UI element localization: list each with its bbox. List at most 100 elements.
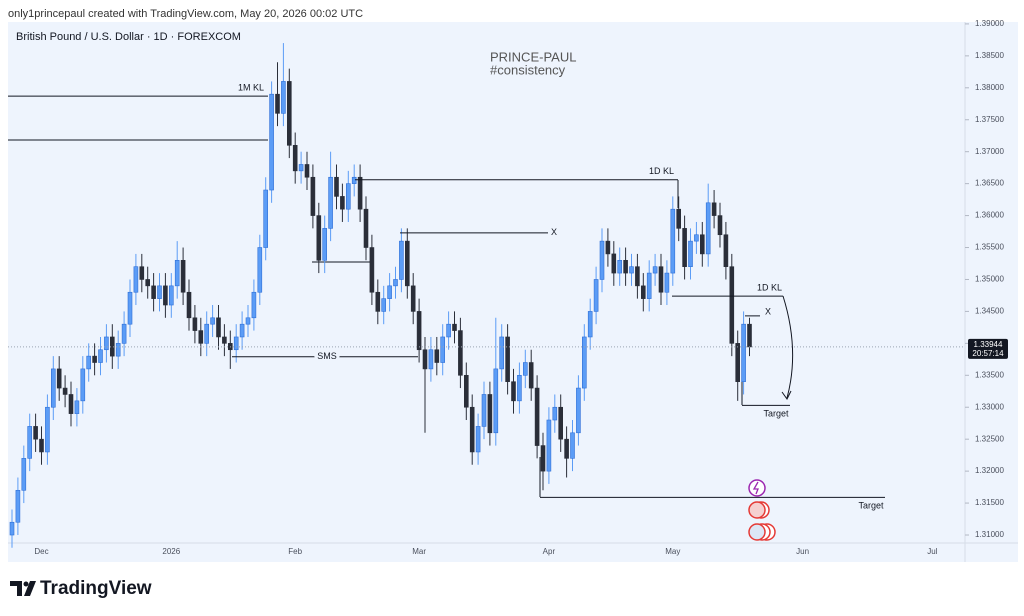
candle-body: [304, 164, 310, 178]
brand: TradingView: [40, 578, 152, 599]
level-label: 1D KL: [757, 282, 782, 292]
candle-body: [169, 285, 174, 306]
candle-body: [292, 145, 298, 172]
candle-body: [115, 343, 121, 357]
candle-body: [127, 291, 133, 325]
y-tick-label: 1.34500: [975, 307, 1004, 316]
candle-body: [393, 279, 398, 287]
candle-body: [222, 336, 227, 344]
candle-body: [458, 330, 463, 376]
candle-body: [711, 202, 717, 216]
logo-mark: [10, 581, 22, 596]
candle-body: [86, 355, 91, 370]
candle-body: [570, 432, 575, 459]
candle-body: [139, 266, 145, 280]
candle-body: [487, 394, 493, 434]
candle-body: [599, 240, 605, 280]
candle-body: [80, 368, 86, 402]
candle-body: [74, 400, 80, 414]
candle-body: [705, 202, 711, 255]
y-tick-label: 1.31000: [975, 530, 1004, 539]
watermark: PRINCE-PAUL: [490, 49, 576, 64]
candle-body: [204, 323, 209, 344]
candle-body: [404, 240, 410, 287]
last-price-box: [968, 338, 1008, 359]
level-label: Target: [858, 501, 884, 511]
candle-body: [735, 343, 741, 382]
candle-body: [145, 279, 150, 287]
candle-body: [316, 215, 322, 261]
candle-body: [27, 426, 33, 459]
y-tick-label: 1.36000: [975, 211, 1004, 220]
level-label: 1M KL: [238, 82, 264, 92]
candle-body: [163, 285, 168, 306]
candle-body: [499, 336, 505, 370]
candle-body: [340, 196, 345, 210]
symbol: British Pound / U.S. Dollar · 1D · FOREX…: [16, 31, 241, 43]
candle-body: [552, 406, 558, 421]
candle-body: [664, 272, 670, 293]
candle-body: [9, 521, 15, 536]
candle-body: [723, 234, 729, 267]
x-tick-label: May: [665, 547, 680, 556]
candle-body: [670, 208, 676, 274]
candle-body: [363, 208, 369, 248]
y-tick-label: 1.37000: [975, 147, 1004, 156]
candle-body: [534, 387, 540, 446]
level-label: 1D KL: [649, 166, 674, 176]
candle-body: [286, 81, 292, 146]
candle-body: [399, 240, 404, 280]
candle-body: [322, 228, 328, 261]
y-tick-label: 1.36500: [975, 179, 1004, 188]
y-tick-label: 1.37500: [975, 115, 1004, 124]
logo-mark: [23, 581, 29, 587]
y-tick-label: 1.35500: [975, 243, 1004, 252]
candle-body: [652, 266, 658, 274]
event-icon: [752, 481, 759, 495]
y-tick-label: 1.33000: [975, 402, 1004, 411]
candle-body: [511, 381, 516, 402]
x-tick-label: 2026: [162, 547, 180, 556]
candle-body: [257, 247, 263, 293]
candle-body: [688, 240, 693, 267]
y-tick-label: 1.32500: [975, 434, 1004, 443]
y-tick-label: 1.35000: [975, 275, 1004, 284]
candle-body: [475, 426, 481, 453]
candle-body: [699, 234, 705, 255]
candle-body: [576, 387, 581, 434]
x-tick-label: Jul: [927, 547, 937, 556]
y-tick-label: 1.31500: [975, 498, 1004, 507]
level-label: X: [551, 227, 557, 237]
credit: only1princepaul created with TradingView…: [8, 8, 363, 20]
candle-body: [198, 330, 204, 344]
y-tick-label: 1.32000: [975, 466, 1004, 475]
candle-body: [233, 336, 239, 351]
event-icon: [748, 501, 766, 519]
event-icons: [748, 479, 776, 541]
candle-body: [15, 489, 21, 523]
candle-body: [463, 374, 469, 408]
y-tick-label: 1.33500: [975, 370, 1004, 379]
candle-body: [452, 323, 457, 331]
candle-body: [558, 406, 564, 440]
candle-body: [275, 93, 280, 114]
candle-body: [133, 266, 139, 293]
x-tick-label: Jun: [796, 547, 809, 556]
candle-body: [469, 406, 475, 453]
candle-body: [98, 349, 103, 363]
candle-body: [345, 183, 351, 210]
arrow: [782, 295, 794, 399]
level-label: X: [765, 306, 771, 316]
candle-body: [676, 208, 682, 229]
brand-logo: [10, 581, 36, 596]
candle-body: [593, 279, 599, 312]
candle-body: [694, 234, 699, 242]
x-tick-label: Apr: [543, 547, 556, 556]
candle-body: [210, 317, 215, 325]
candle-body: [617, 259, 623, 274]
candle-body: [522, 362, 528, 376]
candle-body: [56, 368, 62, 389]
x-tick-label: Mar: [412, 547, 426, 556]
watermark: #consistency: [490, 62, 566, 77]
